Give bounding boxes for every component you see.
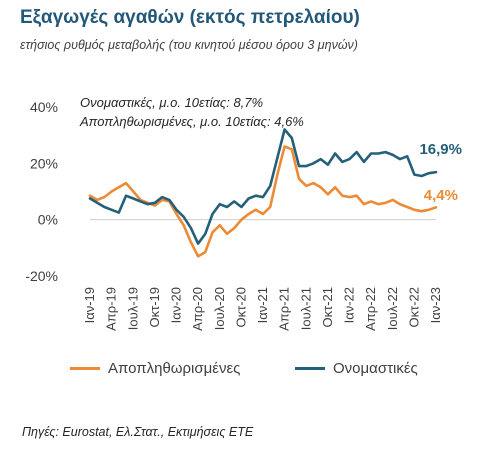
legend-swatch-real <box>70 367 100 370</box>
x-tick-label: Απρ-21 <box>277 287 292 331</box>
x-tick-label: Οκτ-21 <box>320 287 335 328</box>
x-tick-label: Ιουλ-22 <box>385 287 400 330</box>
y-tick-label: 40% <box>30 99 58 115</box>
x-tick-label: Ιαν-22 <box>342 287 357 323</box>
series-line-real <box>88 145 438 258</box>
legend-swatch-nominal <box>295 367 325 370</box>
annotation-real-average: Αποπληθωρισμένες, μ.ο. 10ετίας: 4,6% <box>79 114 304 129</box>
line-chart: -20% 0% 20% 40% Ιαν-19 Απρ-19 Ιουλ-19 Οκτ-19 Ιαν… <box>25 95 462 331</box>
series-layer <box>88 128 438 258</box>
legend-item-nominal: Ονομαστικές <box>295 360 418 377</box>
x-tick-label: Ιαν-20 <box>169 287 184 323</box>
axis-layer: -20% 0% 20% 40% Ιαν-19 Απρ-19 Ιουλ-19 Οκτ-19 Ιαν… <box>25 99 443 331</box>
x-tick-label: Απρ-19 <box>104 287 119 331</box>
x-tick-label: Ιαν-19 <box>82 287 97 323</box>
x-tick-label: Ιαν-21 <box>255 287 270 323</box>
legend-label-nominal: Ονομαστικές <box>333 360 418 377</box>
x-tick-label: Απρ-20 <box>190 287 205 331</box>
end-label-nominal: 16,9% <box>419 141 462 158</box>
y-tick-label: 20% <box>30 155 58 171</box>
source-note: Πηγές: Eurostat, Ελ.Στατ., Εκτιμήσεις ΕΤ… <box>22 425 254 439</box>
chart-subtitle: ετήσιος ρυθμός μεταβολής (του κινητού μέ… <box>20 38 358 52</box>
annotation-nominal-average: Ονομαστικές, μ.ο. 10ετίας: 8,7% <box>80 95 263 110</box>
x-tick-label: Οκτ-19 <box>147 287 162 328</box>
x-tick-label: Οκτ-22 <box>406 287 421 328</box>
legend-label-real: Αποπληθωρισμένες <box>108 360 241 377</box>
legend: Αποπληθωρισμένες Ονομαστικές <box>0 360 486 380</box>
series-line-nominal <box>88 128 438 245</box>
x-tick-label: Απρ-22 <box>363 287 378 331</box>
x-tick-label: Οκτ-20 <box>233 287 248 328</box>
x-tick-label: Ιαν-23 <box>428 287 443 323</box>
chart-title: Εξαγωγές αγαθών (εκτός πετρελαίου) <box>20 7 360 28</box>
x-tick-label: Ιουλ-20 <box>212 287 227 330</box>
x-tick-label: Ιουλ-19 <box>125 287 140 330</box>
y-tick-label: -20% <box>25 268 58 284</box>
x-tick-label: Ιουλ-21 <box>298 287 313 330</box>
legend-item-real: Αποπληθωρισμένες <box>70 360 240 377</box>
end-label-real: 4,4% <box>424 187 458 204</box>
label-layer: 16,9% 4,4% Ονομαστικές, μ.ο. 10ετίας: 8,7%… <box>79 95 462 204</box>
y-tick-label: 0% <box>38 212 58 228</box>
